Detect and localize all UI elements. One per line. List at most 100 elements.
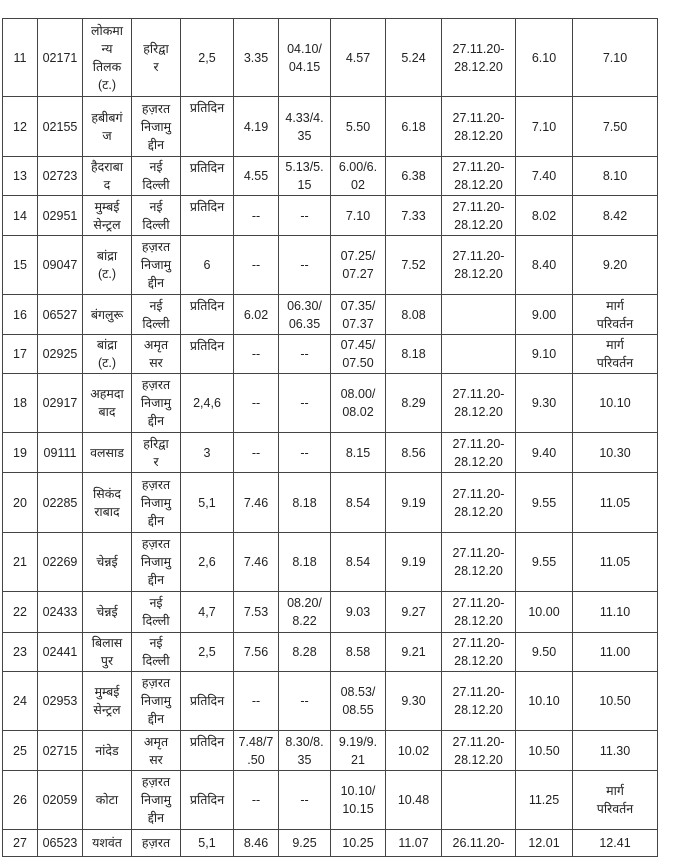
cell-destination: अमृत सर [131, 334, 181, 374]
cell-time-5: 11.25 [515, 770, 573, 830]
cell-days: प्रतिदिन [180, 671, 234, 731]
cell-time-4: 9.21 [385, 632, 442, 672]
cell-days: प्रतिदिन [180, 156, 234, 196]
cell-date-range: 27.11.20- 28.12.20 [441, 195, 516, 236]
cell-time-5: 7.40 [515, 156, 573, 196]
cell-time-4: 8.56 [385, 432, 442, 473]
cell-date-range: 27.11.20- 28.12.20 [441, 730, 516, 771]
cell-time-1: 7.48/7 .50 [233, 730, 279, 771]
cell-destination: नई दिल्ली [131, 591, 181, 633]
cell-origin: बंगलुरू [82, 294, 132, 335]
cell-time-4: 6.18 [385, 96, 442, 157]
cell-time-2: 8.18 [278, 532, 331, 592]
cell-time-2: 8.30/8. 35 [278, 730, 331, 771]
cell-serial-number: 14 [2, 195, 38, 236]
cell-time-3: 08.00/ 08.02 [330, 373, 386, 433]
cell-time-6: 11.05 [572, 532, 658, 592]
cell-time-6: मार्ग परिवर्तन [572, 294, 658, 335]
cell-serial-number: 24 [2, 671, 38, 731]
cell-train-number: 09111 [37, 432, 83, 473]
cell-serial-number: 21 [2, 532, 38, 592]
cell-serial-number: 11 [2, 18, 38, 97]
cell-destination: नई दिल्ली [131, 632, 181, 672]
cell-time-3: 8.58 [330, 632, 386, 672]
cell-origin: बिलास पुर [82, 632, 132, 672]
cell-serial-number: 13 [2, 156, 38, 196]
cell-origin: मुम्बई सेन्ट्रल [82, 671, 132, 731]
cell-serial-number: 23 [2, 632, 38, 672]
cell-time-6: 9.20 [572, 235, 658, 295]
cell-origin: बांद्रा (ट.) [82, 334, 132, 374]
cell-time-5: 12.01 [515, 829, 573, 857]
table-row: 26 02059 कोटा हज़रत निजामु द्दीन प्रतिदिन -- -… [2, 770, 658, 830]
cell-serial-number: 16 [2, 294, 38, 335]
cell-time-1: -- [233, 373, 279, 433]
cell-time-1: -- [233, 334, 279, 374]
cell-origin: लोकमा न्य तिलक (ट.) [82, 18, 132, 97]
cell-origin: सिकंद राबाद [82, 472, 132, 533]
cell-time-2: 06.30/ 06.35 [278, 294, 331, 335]
cell-days: प्रतिदिन [180, 730, 234, 771]
cell-serial-number: 18 [2, 373, 38, 433]
cell-serial-number: 17 [2, 334, 38, 374]
cell-time-3: 9.03 [330, 591, 386, 633]
cell-train-number: 02925 [37, 334, 83, 374]
cell-destination: हज़रत निजामु द्दीन [131, 96, 181, 157]
cell-time-5: 10.10 [515, 671, 573, 731]
cell-time-2: -- [278, 770, 331, 830]
table-body: 11 02171 लोकमा न्य तिलक (ट.) हरिद्वा र 2,5 3.… [2, 18, 658, 857]
cell-time-5: 7.10 [515, 96, 573, 157]
cell-train-number: 02723 [37, 156, 83, 196]
cell-days: 5,1 [180, 472, 234, 533]
cell-date-range [441, 770, 516, 830]
cell-train-number: 02059 [37, 770, 83, 830]
cell-time-6: 10.50 [572, 671, 658, 731]
cell-time-2: -- [278, 334, 331, 374]
cell-time-5: 9.40 [515, 432, 573, 473]
cell-train-number: 02433 [37, 591, 83, 633]
cell-train-number: 02155 [37, 96, 83, 157]
table-row: 19 09111 वलसाड हरिद्वा र 3 -- -- 8.15 8.56 27.11.… [2, 432, 658, 473]
cell-time-5: 9.50 [515, 632, 573, 672]
table-row: 11 02171 लोकमा न्य तिलक (ट.) हरिद्वा र 2,5 3.… [2, 18, 658, 97]
cell-time-6: 10.30 [572, 432, 658, 473]
cell-time-2: -- [278, 432, 331, 473]
cell-time-5: 10.50 [515, 730, 573, 771]
cell-origin: नांदेड [82, 730, 132, 771]
cell-date-range: 27.11.20- 28.12.20 [441, 671, 516, 731]
cell-time-4: 6.38 [385, 156, 442, 196]
cell-time-2: 8.28 [278, 632, 331, 672]
cell-time-2: 08.20/ 8.22 [278, 591, 331, 633]
cell-time-2: 8.18 [278, 472, 331, 533]
cell-time-1: -- [233, 195, 279, 236]
cell-date-range [441, 334, 516, 374]
cell-train-number: 06527 [37, 294, 83, 335]
cell-time-5: 6.10 [515, 18, 573, 97]
cell-time-3: 8.15 [330, 432, 386, 473]
cell-time-5: 9.55 [515, 472, 573, 533]
cell-time-6: 12.41 [572, 829, 658, 857]
cell-serial-number: 12 [2, 96, 38, 157]
table-row: 21 02269 चेन्नई हज़रत निजामु द्दीन 2,6 7.46 8.… [2, 532, 658, 592]
cell-time-4: 10.02 [385, 730, 442, 771]
cell-train-number: 02715 [37, 730, 83, 771]
cell-time-4: 8.18 [385, 334, 442, 374]
table-row: 15 09047 बांद्रा (ट.) हज़रत निजामु द्दीन 6 --… [2, 235, 658, 295]
cell-destination: हज़रत निजामु द्दीन [131, 671, 181, 731]
cell-time-4: 9.27 [385, 591, 442, 633]
cell-origin: बांद्रा (ट.) [82, 235, 132, 295]
cell-serial-number: 27 [2, 829, 38, 857]
cell-days: 6 [180, 235, 234, 295]
table-row: 20 02285 सिकंद राबाद हज़रत निजामु द्दीन 5,1 7… [2, 472, 658, 533]
cell-serial-number: 20 [2, 472, 38, 533]
cell-train-number: 02269 [37, 532, 83, 592]
cell-origin: चेन्नई [82, 591, 132, 633]
cell-time-2: -- [278, 671, 331, 731]
cell-time-4: 10.48 [385, 770, 442, 830]
cell-time-2: -- [278, 195, 331, 236]
train-schedule-table: 11 02171 लोकमा न्य तिलक (ट.) हरिद्वा र 2,5 3.… [2, 18, 658, 857]
cell-time-1: 7.56 [233, 632, 279, 672]
cell-time-1: -- [233, 235, 279, 295]
cell-destination: हज़रत निजामु द्दीन [131, 235, 181, 295]
cell-time-6: मार्ग परिवर्तन [572, 770, 658, 830]
